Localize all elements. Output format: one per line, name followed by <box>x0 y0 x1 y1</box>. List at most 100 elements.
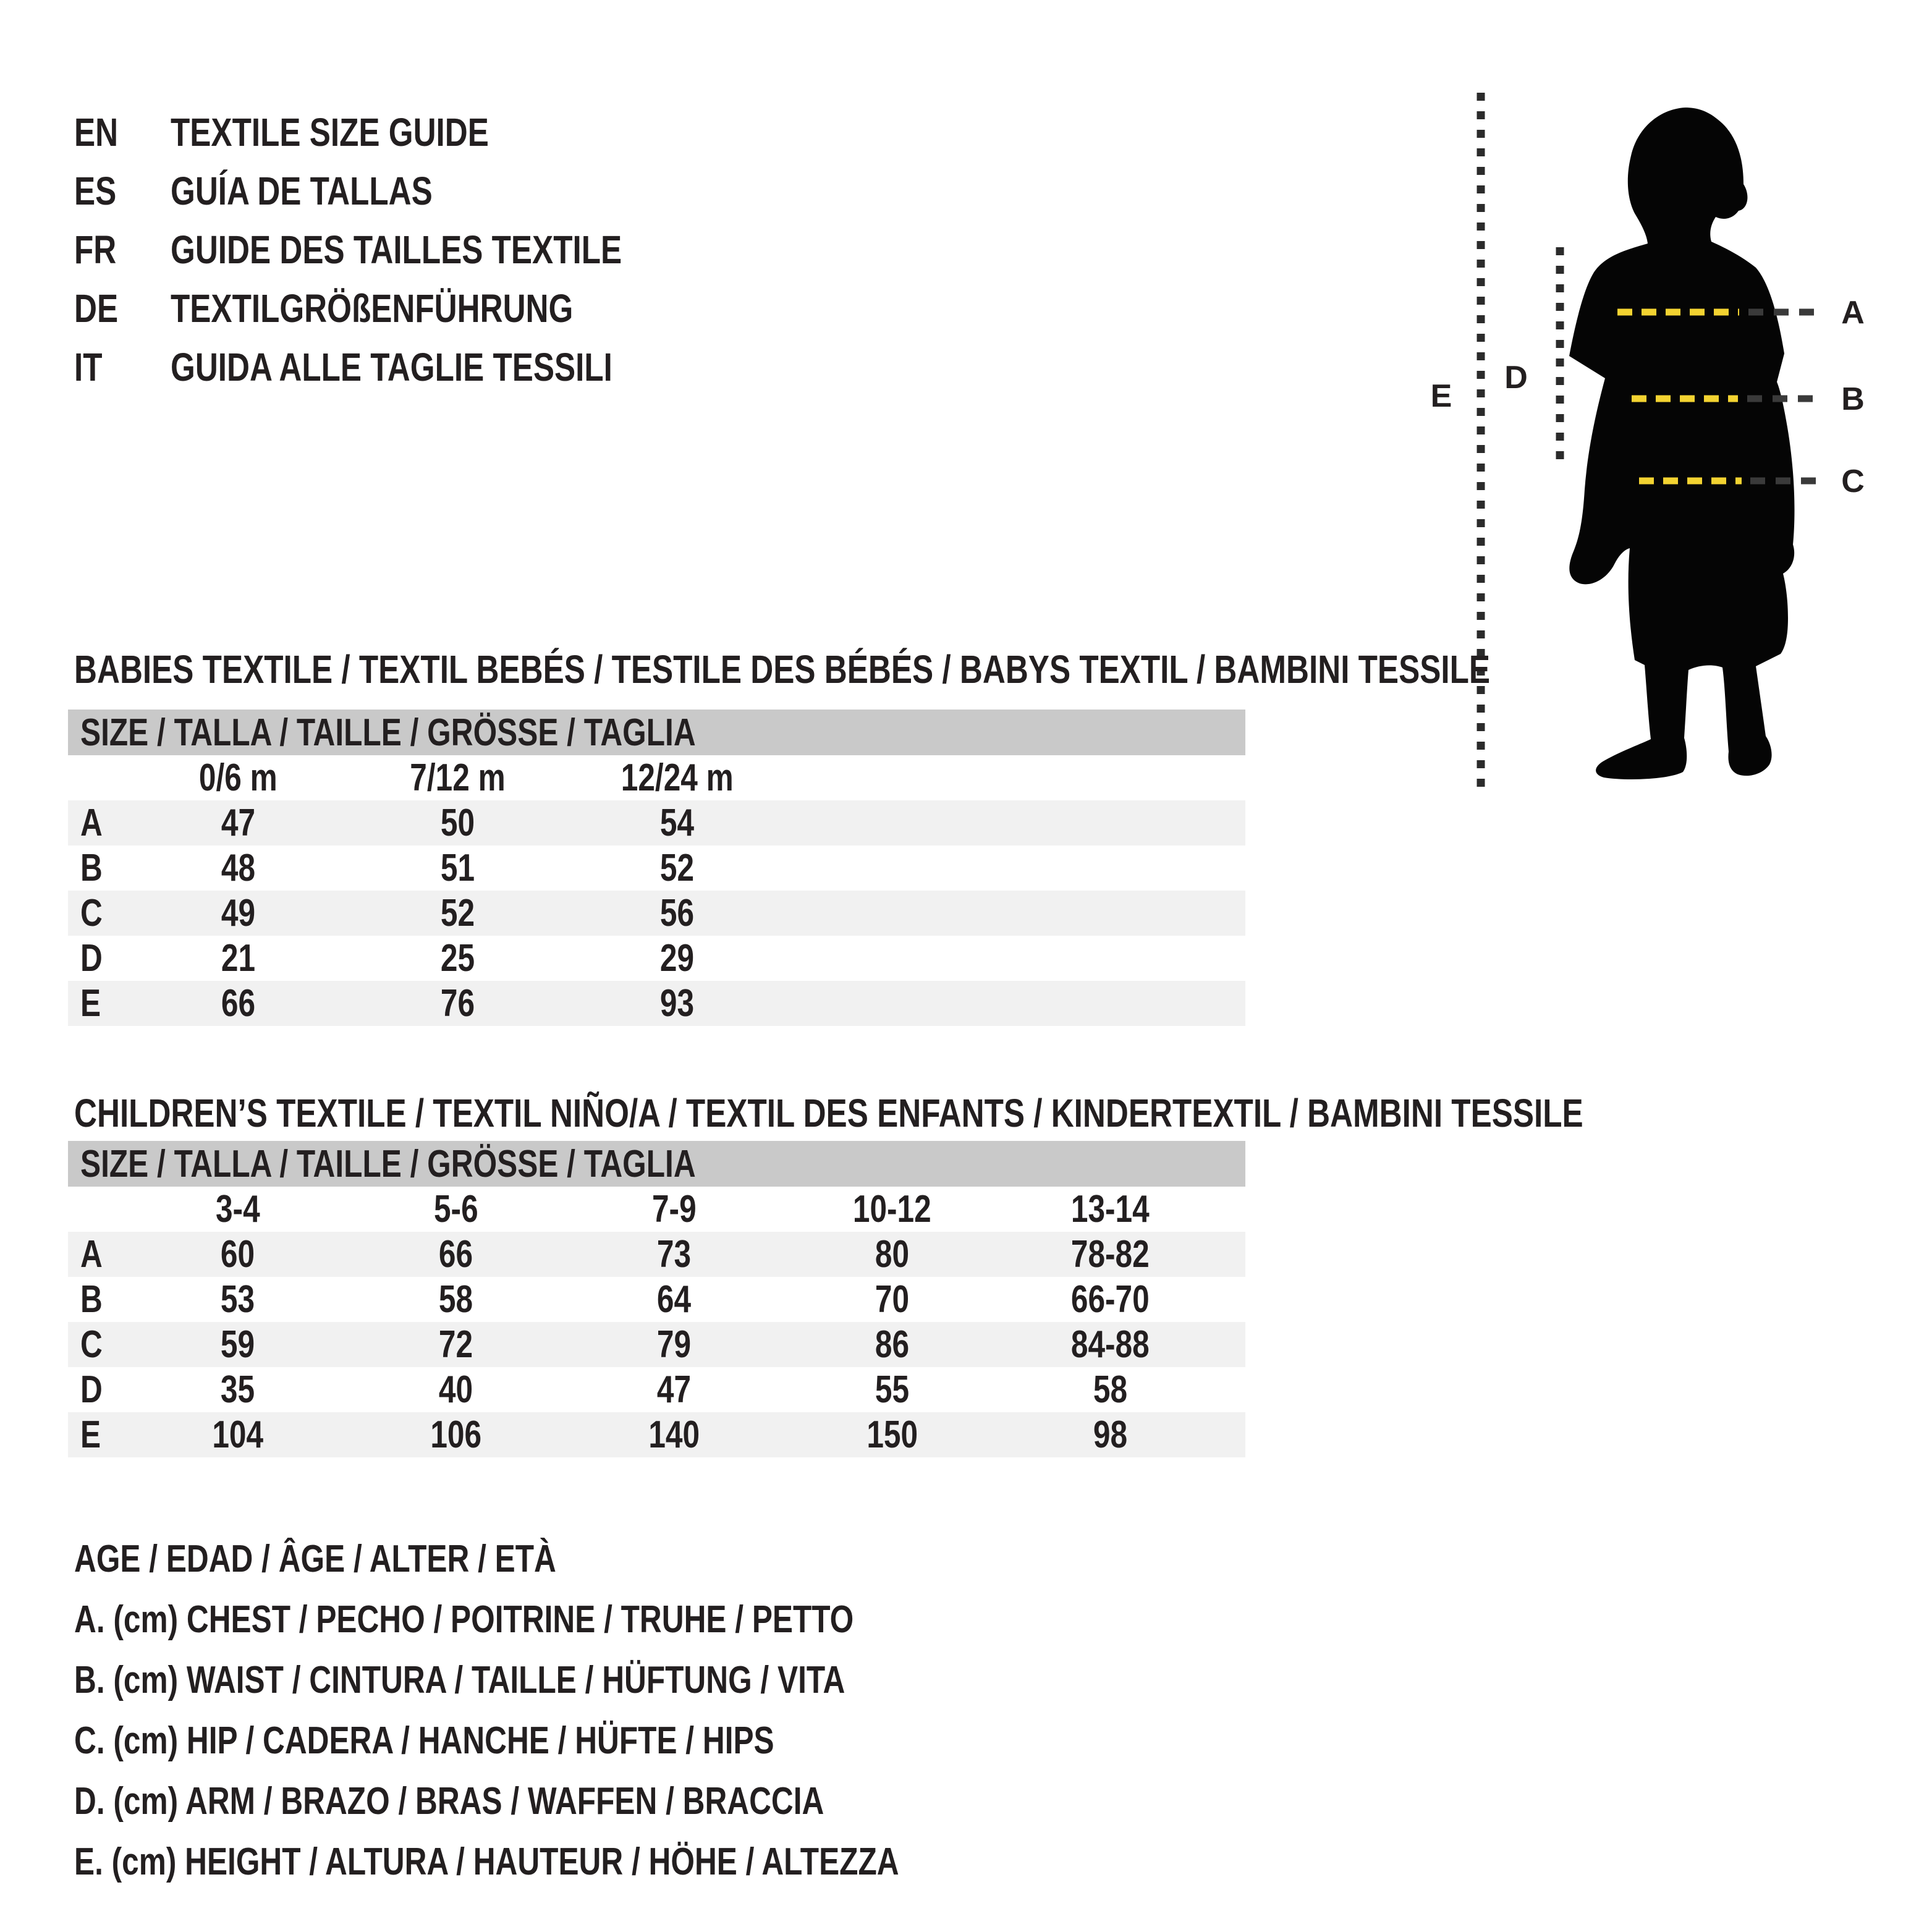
table-row: D 35 40 47 55 58 <box>68 1367 1245 1412</box>
cell-value: 60 <box>220 1233 255 1276</box>
language-code: EN <box>74 109 119 155</box>
children-size-table: SIZE / TALLA / TAILLE / GRÖSSE / TAGLIA … <box>68 1141 1245 1457</box>
table-row: D 21 25 29 <box>68 936 1245 981</box>
legend-height: E. (cm) HEIGHT / ALTURA / HAUTEUR / HÖHE… <box>74 1840 899 1883</box>
cell-value: 47 <box>221 802 256 844</box>
row-label: D <box>80 1368 103 1411</box>
cell-value: 52 <box>440 892 475 934</box>
table-row: C 49 52 56 <box>68 891 1245 936</box>
column-header: 13-14 <box>1071 1188 1150 1231</box>
column-header: 0/6 m <box>199 756 278 799</box>
legend-hip: C. (cm) HIP / CADERA / HANCHE / HÜFTE / … <box>74 1719 774 1762</box>
guide-title-fr: GUIDE DES TAILLES TEXTILE <box>171 227 622 272</box>
column-header: 3-4 <box>215 1188 260 1231</box>
label-height-e: E <box>1431 378 1452 414</box>
row-label: B <box>80 847 103 889</box>
language-row-en: EN TEXTILE SIZE GUIDE <box>74 103 735 161</box>
cell-value: 76 <box>440 982 475 1025</box>
table-row: E 66 76 93 <box>68 981 1245 1026</box>
cell-value: 40 <box>438 1368 473 1411</box>
column-header: 5-6 <box>433 1188 478 1231</box>
guide-title-en: TEXTILE SIZE GUIDE <box>171 109 489 155</box>
cell-value: 79 <box>656 1323 692 1366</box>
cell-value: 78-82 <box>1071 1233 1150 1276</box>
row-label: A <box>80 1233 103 1276</box>
cell-value: 50 <box>440 802 475 844</box>
cell-value: 104 <box>212 1413 263 1456</box>
measurement-figure: A B C D E <box>1431 93 1865 788</box>
language-row-de: DE TEXTILGRÖßENFÜHRUNG <box>74 279 735 337</box>
cell-value: 48 <box>221 847 256 889</box>
language-row-it: IT GUIDA ALLE TAGLIE TESSILI <box>74 337 735 396</box>
guide-title-es: GUÍA DE TALLAS <box>171 168 433 213</box>
cell-value: 93 <box>659 982 695 1025</box>
guide-title-de: TEXTILGRÖßENFÜHRUNG <box>171 286 574 331</box>
cell-value: 47 <box>656 1368 692 1411</box>
language-row-fr: FR GUIDE DES TAILLES TEXTILE <box>74 220 735 279</box>
table-row: A 60 66 73 80 78-82 <box>68 1232 1245 1277</box>
table-row: B 53 58 64 70 66-70 <box>68 1277 1245 1322</box>
cell-value: 73 <box>656 1233 692 1276</box>
cell-value: 106 <box>430 1413 481 1456</box>
cell-value: 66-70 <box>1071 1278 1150 1321</box>
cell-value: 53 <box>220 1278 255 1321</box>
cell-value: 70 <box>875 1278 910 1321</box>
babies-size-table: SIZE / TALLA / TAILLE / GRÖSSE / TAGLIA … <box>68 710 1245 1026</box>
language-code: DE <box>74 286 119 331</box>
cell-value: 98 <box>1093 1413 1128 1456</box>
language-title-list: EN TEXTILE SIZE GUIDE ES GUÍA DE TALLAS … <box>74 103 735 396</box>
cell-value: 84-88 <box>1071 1323 1150 1366</box>
cell-value: 80 <box>875 1233 910 1276</box>
cell-value: 35 <box>220 1368 255 1411</box>
cell-value: 25 <box>440 937 475 980</box>
cell-value: 54 <box>659 802 695 844</box>
row-label: B <box>80 1278 103 1321</box>
column-header: 7-9 <box>651 1188 697 1231</box>
label-waist-b: B <box>1841 381 1865 417</box>
language-code: IT <box>74 344 103 389</box>
row-label: C <box>80 892 103 934</box>
legend-waist: B. (cm) WAIST / CINTURA / TAILLE / HÜFTU… <box>74 1658 845 1701</box>
cell-value: 21 <box>221 937 256 980</box>
cell-value: 72 <box>438 1323 473 1366</box>
table-row: A 47 50 54 <box>68 800 1245 845</box>
legend-age: AGE / EDAD / ÂGE / ALTER / ETÀ <box>74 1537 556 1580</box>
row-label: D <box>80 937 103 980</box>
language-code: FR <box>74 227 117 272</box>
cell-value: 49 <box>221 892 256 934</box>
language-code: ES <box>74 168 117 213</box>
row-label: E <box>80 1413 101 1456</box>
cell-value: 66 <box>221 982 256 1025</box>
children-section-heading: CHILDREN’S TEXTILE / TEXTIL NIÑO/A / TEX… <box>74 1091 1583 1135</box>
label-arm-d: D <box>1504 360 1528 396</box>
guide-title-it: GUIDA ALLE TAGLIE TESSILI <box>171 344 612 389</box>
child-silhouette <box>1569 108 1795 779</box>
cell-value: 140 <box>648 1413 700 1456</box>
table-row: C 59 72 79 86 84-88 <box>68 1322 1245 1367</box>
cell-value: 52 <box>659 847 695 889</box>
column-header: 10-12 <box>853 1188 931 1231</box>
children-size-header-bar: SIZE / TALLA / TAILLE / GRÖSSE / TAGLIA <box>68 1141 1245 1187</box>
babies-section-heading: BABIES TEXTILE / TEXTIL BEBÉS / TESTILE … <box>74 647 1491 692</box>
legend-arm: D. (cm) ARM / BRAZO / BRAS / WAFFEN / BR… <box>74 1779 824 1823</box>
row-label: E <box>80 982 101 1025</box>
label-chest-a: A <box>1841 295 1865 331</box>
cell-value: 58 <box>438 1278 473 1321</box>
cell-value: 66 <box>438 1233 473 1276</box>
legend-chest: A. (cm) CHEST / PECHO / POITRINE / TRUHE… <box>74 1598 854 1641</box>
label-hip-c: C <box>1841 464 1865 499</box>
cell-value: 58 <box>1093 1368 1128 1411</box>
table-row: B 48 51 52 <box>68 845 1245 891</box>
babies-column-header-row: 0/6 m 7/12 m 12/24 m <box>68 755 1245 800</box>
cell-value: 64 <box>656 1278 692 1321</box>
language-row-es: ES GUÍA DE TALLAS <box>74 161 735 220</box>
cell-value: 86 <box>875 1323 910 1366</box>
column-header: 12/24 m <box>621 756 734 799</box>
measurement-legend: AGE / EDAD / ÂGE / ALTER / ETÀ A. (cm) C… <box>74 1528 1105 1892</box>
table-row: E 104 106 140 150 98 <box>68 1412 1245 1457</box>
cell-value: 51 <box>440 847 475 889</box>
row-label: C <box>80 1323 103 1366</box>
children-column-header-row: 3-4 5-6 7-9 10-12 13-14 <box>68 1187 1245 1232</box>
row-label: A <box>80 802 103 844</box>
cell-value: 55 <box>875 1368 910 1411</box>
